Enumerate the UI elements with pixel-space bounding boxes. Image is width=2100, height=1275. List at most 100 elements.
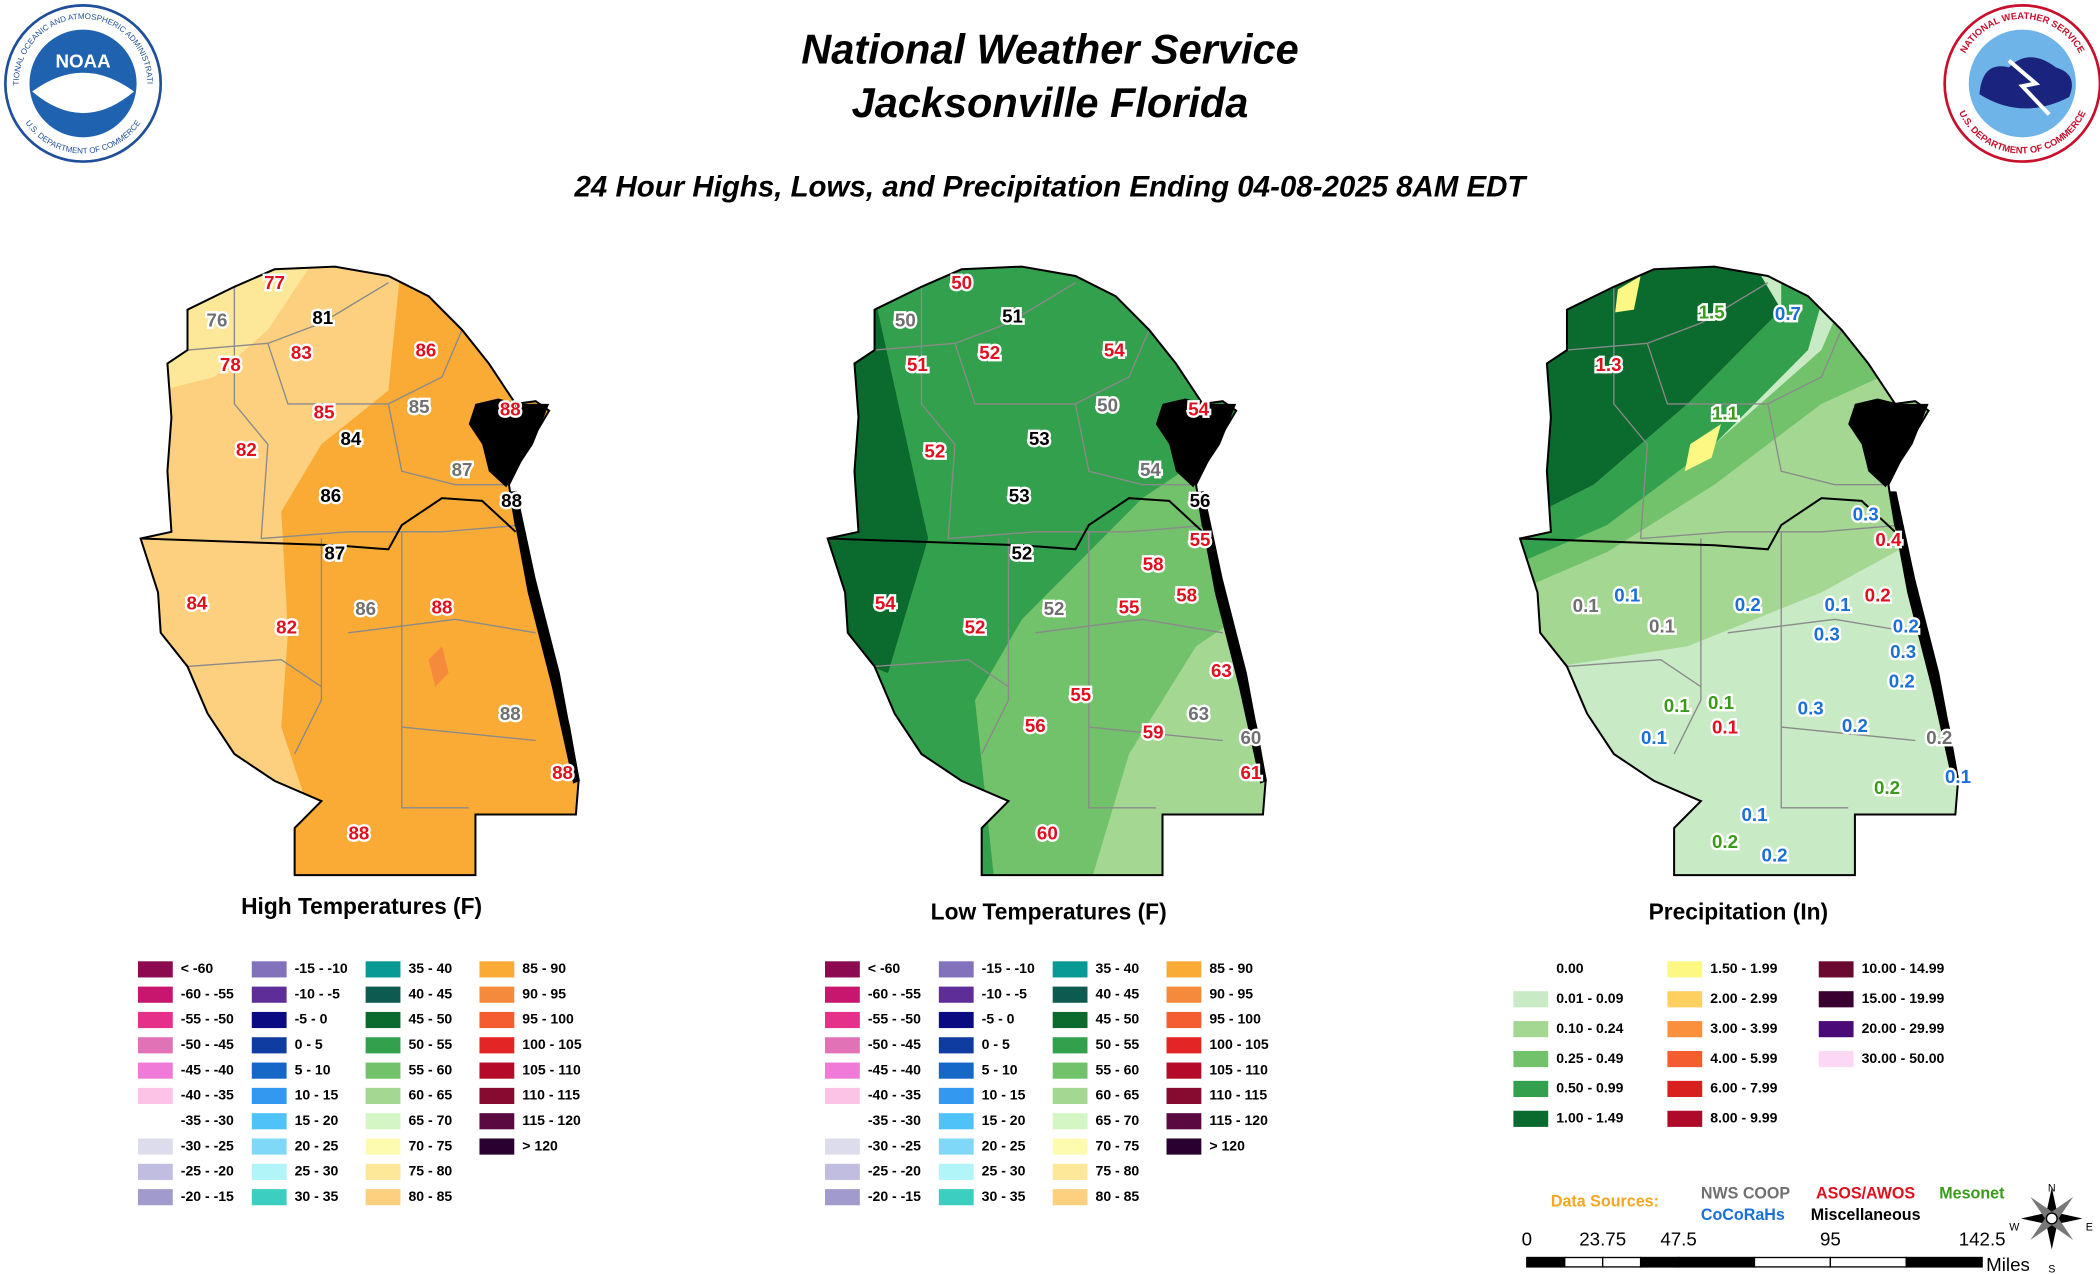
legend-swatch <box>137 1037 173 1054</box>
legend-swatch <box>251 986 287 1003</box>
legend-swatch <box>1052 1163 1088 1180</box>
data-sources-label: Data Sources: <box>1551 1192 1659 1210</box>
legend-label: 90 - 95 <box>522 985 566 1001</box>
legend-label: -55 - -50 <box>868 1011 921 1027</box>
state-line <box>140 497 517 551</box>
data-source: Mesonet <box>1939 1184 2005 1202</box>
legend-label: 60 - 65 <box>1096 1087 1140 1103</box>
legend-swatch <box>1052 1113 1088 1130</box>
legend-label: 65 - 70 <box>408 1112 452 1128</box>
map <box>139 265 580 877</box>
title: Jacksonville Florida <box>852 79 1249 126</box>
county-line <box>874 659 1009 688</box>
station-value: 59 <box>1143 722 1164 743</box>
station-value: 58 <box>1143 553 1164 574</box>
legend-swatch <box>1667 961 1703 978</box>
station-value: 55 <box>1119 596 1140 617</box>
county-line <box>1767 403 1889 486</box>
station-value: 0.2 <box>1842 715 1868 736</box>
station-value: 0.2 <box>1893 615 1919 636</box>
legend-label: 45 - 50 <box>1096 1011 1140 1027</box>
county-line <box>1780 531 1849 809</box>
data-source: NWS COOP <box>1701 1184 1791 1202</box>
scale-segment <box>1602 1256 1642 1268</box>
legend-swatch <box>938 1062 974 1079</box>
scale-segment <box>1564 1256 1604 1268</box>
station-value: 77 <box>264 272 285 293</box>
coast <box>1195 491 1267 784</box>
station-value: 50 <box>1097 395 1118 416</box>
legend-swatch <box>137 1011 173 1029</box>
county-line <box>1088 531 1156 809</box>
station-value: 88 <box>501 490 522 511</box>
station-value: 52 <box>924 440 945 461</box>
legend-swatch <box>365 1062 401 1079</box>
legend-label: -15 - -10 <box>295 960 348 976</box>
legend-swatch <box>1166 1037 1202 1054</box>
legend-label: -5 - 0 <box>295 1011 328 1027</box>
legend-label: 35 - 40 <box>1096 960 1140 976</box>
county-line <box>1088 726 1223 742</box>
legend-label: 1.00 - 1.49 <box>1556 1110 1623 1126</box>
station-value: 54 <box>875 592 896 613</box>
legend-swatch <box>1667 991 1703 1008</box>
county-line <box>1613 286 1649 539</box>
legend-label: 85 - 90 <box>1209 960 1253 976</box>
fill-zone <box>140 266 402 808</box>
fill-zone <box>1520 266 1835 566</box>
station-value: 50 <box>951 272 972 293</box>
legend-swatch <box>1818 991 1854 1008</box>
legend-swatch <box>365 1113 401 1130</box>
station-value: 60 <box>1037 823 1058 844</box>
fill-zone <box>1520 309 1959 674</box>
compass-label: N <box>2048 1183 2056 1195</box>
legend-label: -25 - -20 <box>868 1163 921 1179</box>
legend-swatch <box>1166 1087 1202 1105</box>
legend-swatch <box>1667 1021 1703 1038</box>
map-title: High Temperatures (F) <box>241 893 482 919</box>
legend-label: 20.00 - 29.99 <box>1862 1020 1945 1036</box>
legend-label: -45 - -40 <box>181 1061 234 1077</box>
legend-label: 10 - 15 <box>982 1087 1026 1103</box>
legend-swatch <box>1513 1080 1549 1098</box>
legend-label: 30.00 - 50.00 <box>1862 1050 1945 1066</box>
station-value: 0.2 <box>1865 584 1891 605</box>
legend-swatch <box>479 1037 515 1054</box>
legend-swatch <box>1513 1050 1549 1068</box>
station-value: 85 <box>409 396 430 417</box>
legend-label: -60 - -55 <box>181 985 234 1001</box>
legend-label: 50 - 55 <box>1096 1036 1140 1052</box>
county-line <box>1673 538 1702 755</box>
outline <box>139 265 580 877</box>
station-value: 84 <box>186 592 207 613</box>
scale-segment <box>1905 1256 1983 1268</box>
station-value: 0.1 <box>1649 615 1675 636</box>
legend-swatch <box>137 1189 173 1206</box>
legend-swatch <box>938 1037 974 1054</box>
legend-swatch <box>1513 961 1549 978</box>
legend-swatch <box>825 961 860 978</box>
county-line <box>187 282 389 351</box>
county-line <box>981 538 1010 755</box>
legend-swatch <box>1166 1062 1202 1079</box>
scale-label: 95 <box>1820 1228 1841 1249</box>
noaa-logo: NOAA NATIONAL OCEANIC AND ATMOSPHERIC AD… <box>0 0 163 163</box>
station-value: 0.1 <box>1573 595 1599 616</box>
legend-label: 45 - 50 <box>408 1011 452 1027</box>
legend-label: < -60 <box>181 960 214 976</box>
legend-label: 10 - 15 <box>295 1087 339 1103</box>
legend-swatch <box>479 1062 515 1079</box>
legend-swatch <box>1166 1138 1202 1155</box>
station-value: 55 <box>1070 684 1091 705</box>
legend-swatch <box>938 961 974 978</box>
station-value: 0.1 <box>1641 727 1667 748</box>
legend-label: 0.10 - 0.24 <box>1556 1020 1623 1036</box>
legend-label: -20 - -15 <box>868 1188 921 1204</box>
legend-label: -40 - -35 <box>181 1087 234 1103</box>
legend-label: 40 - 45 <box>1096 985 1140 1001</box>
station-value: 0.1 <box>1824 594 1850 615</box>
station-value: 1.3 <box>1595 354 1621 375</box>
scale-segment <box>1829 1256 1907 1268</box>
